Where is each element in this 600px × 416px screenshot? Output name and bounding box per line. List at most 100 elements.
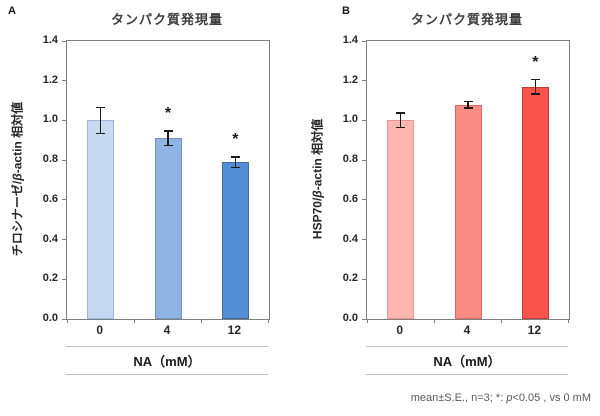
y-tick-label: 0.2 xyxy=(42,272,58,285)
y-axis-title-pre: チロシナーゼ/ xyxy=(10,180,25,257)
error-bar-cap xyxy=(530,93,540,95)
y-tick-label: 1.2 xyxy=(42,73,58,86)
y-tick-mark xyxy=(62,278,67,280)
error-bar xyxy=(399,112,402,129)
x-tick-mark xyxy=(367,319,368,323)
y-tick-label: 0.4 xyxy=(42,232,58,245)
x-tick-label: 12 xyxy=(527,323,541,337)
y-tick-label: 1.0 xyxy=(42,113,58,126)
axis-divider-line xyxy=(66,374,268,375)
axis-divider-line xyxy=(366,374,568,375)
x-axis-title: NA（mM） xyxy=(133,354,201,369)
error-bar-cap xyxy=(96,132,106,135)
y-tick-label: 0.0 xyxy=(342,312,358,324)
bar-12mM xyxy=(221,162,249,319)
y-axis-title-beta: β xyxy=(10,173,25,181)
caption-prefix: mean±S.E., n=3; *: xyxy=(410,392,507,404)
y-tick-mark xyxy=(362,159,367,161)
y-axis-title-pre: HSP70/ xyxy=(310,197,325,240)
y-tick-mark xyxy=(362,199,367,201)
error-bar xyxy=(234,156,237,169)
axis-divider-line xyxy=(66,346,268,347)
error-bar-cap xyxy=(230,166,240,169)
bar-4mM xyxy=(154,138,182,319)
caption-p: p xyxy=(506,392,513,404)
significance-asterisk: * xyxy=(164,105,172,123)
y-tick-mark xyxy=(362,318,367,320)
y-tick-label: 1.4 xyxy=(42,34,58,46)
significance-asterisk: * xyxy=(532,53,539,71)
x-tick-mark xyxy=(201,319,203,323)
y-tick-label: 0.4 xyxy=(342,232,358,245)
y-tick-mark xyxy=(62,119,67,121)
y-tick-mark xyxy=(62,80,67,82)
bar-0mM xyxy=(387,120,415,319)
y-axis-title: チロシナーゼ/β-actin 相対値 xyxy=(9,102,26,256)
figure-caption: mean±S.E., n=3; *: p<0.05 , vs 0 mM xyxy=(411,392,591,404)
y-axis-title-post: -actin 相対値 xyxy=(310,118,325,191)
x-tick-label: 0 xyxy=(96,323,103,337)
significance-asterisk: * xyxy=(232,131,239,149)
panel-label: A xyxy=(8,5,16,17)
y-tick-mark xyxy=(362,278,367,280)
error-bar xyxy=(534,78,537,95)
y-tick-mark xyxy=(362,80,367,82)
x-tick-mark xyxy=(133,319,135,323)
y-tick-mark xyxy=(362,119,367,121)
y-tick-mark xyxy=(362,239,367,241)
x-tick-label: 0 xyxy=(396,323,403,337)
chart-title: タンパク質発現量 xyxy=(410,12,523,27)
caption-suffix: <0.05 , vs 0 mM xyxy=(512,392,591,404)
error-bar xyxy=(99,106,102,135)
plot-area: * * xyxy=(62,40,270,323)
x-tick-label: 4 xyxy=(163,323,171,337)
x-tick-mark xyxy=(268,319,269,323)
y-axis: 0.0 0.2 0.4 0.6 0.8 1.0 1.2 1.4 xyxy=(326,34,360,324)
error-bar-cap xyxy=(396,112,406,114)
y-tick-mark xyxy=(62,199,67,201)
error-bar-cap xyxy=(530,78,540,81)
error-bar-cap xyxy=(463,107,473,109)
bar-0mM xyxy=(87,120,115,319)
y-tick-label: 0.6 xyxy=(42,192,58,205)
error-bar-cap xyxy=(396,126,406,129)
y-axis: 0.0 0.2 0.4 0.6 0.8 1.0 1.2 1.4 xyxy=(26,34,60,324)
x-axis-title: NA（mM） xyxy=(433,354,501,369)
panel-a: A タンパク質発現量 チロシナーゼ/β-actin 相対値 0.0 0.2 0.4 0… xyxy=(8,5,270,375)
bar-12mM xyxy=(521,86,549,319)
x-tick-mark xyxy=(501,319,503,323)
error-bar xyxy=(467,100,469,109)
error-bar-cap xyxy=(230,156,240,158)
error-bar-cap xyxy=(163,144,173,147)
y-tick-label: 0.8 xyxy=(342,153,358,166)
x-tick-mark xyxy=(433,319,435,323)
x-tick-mark xyxy=(67,319,68,323)
x-axis-labels: 0 4 12 xyxy=(66,323,268,341)
panel-b: B タンパク質発現量 HSP70/β-actin 相対値 0.0 0.2 0.4 0.… xyxy=(300,0,600,416)
y-tick-mark xyxy=(62,239,67,241)
y-tick-label: 1.0 xyxy=(342,113,358,126)
error-bar-cap xyxy=(96,106,106,109)
panel-label: B xyxy=(342,5,350,17)
y-tick-mark xyxy=(62,40,67,42)
y-tick-label: 0.6 xyxy=(342,192,358,205)
y-tick-mark xyxy=(362,40,367,42)
y-tick-label: 0.0 xyxy=(42,312,58,324)
axis-divider-line xyxy=(366,346,568,347)
chart-title: タンパク質発現量 xyxy=(110,12,223,27)
y-tick-label: 1.2 xyxy=(342,73,358,86)
x-tick-mark xyxy=(568,319,569,323)
y-tick-label: 0.2 xyxy=(342,272,358,285)
y-axis-title-post: -actin 相対値 xyxy=(10,101,25,174)
x-axis-labels: 0 4 12 xyxy=(366,323,568,341)
y-axis-title: HSP70/β-actin 相対値 xyxy=(309,119,326,239)
x-tick-label: 4 xyxy=(463,323,471,337)
y-tick-label: 0.8 xyxy=(42,153,58,166)
error-bar-cap xyxy=(463,100,473,103)
error-bar-cap xyxy=(163,130,173,132)
error-bar xyxy=(167,130,169,147)
bar-4mM xyxy=(454,104,482,319)
y-tick-label: 1.4 xyxy=(342,34,358,46)
y-tick-mark xyxy=(62,159,67,161)
